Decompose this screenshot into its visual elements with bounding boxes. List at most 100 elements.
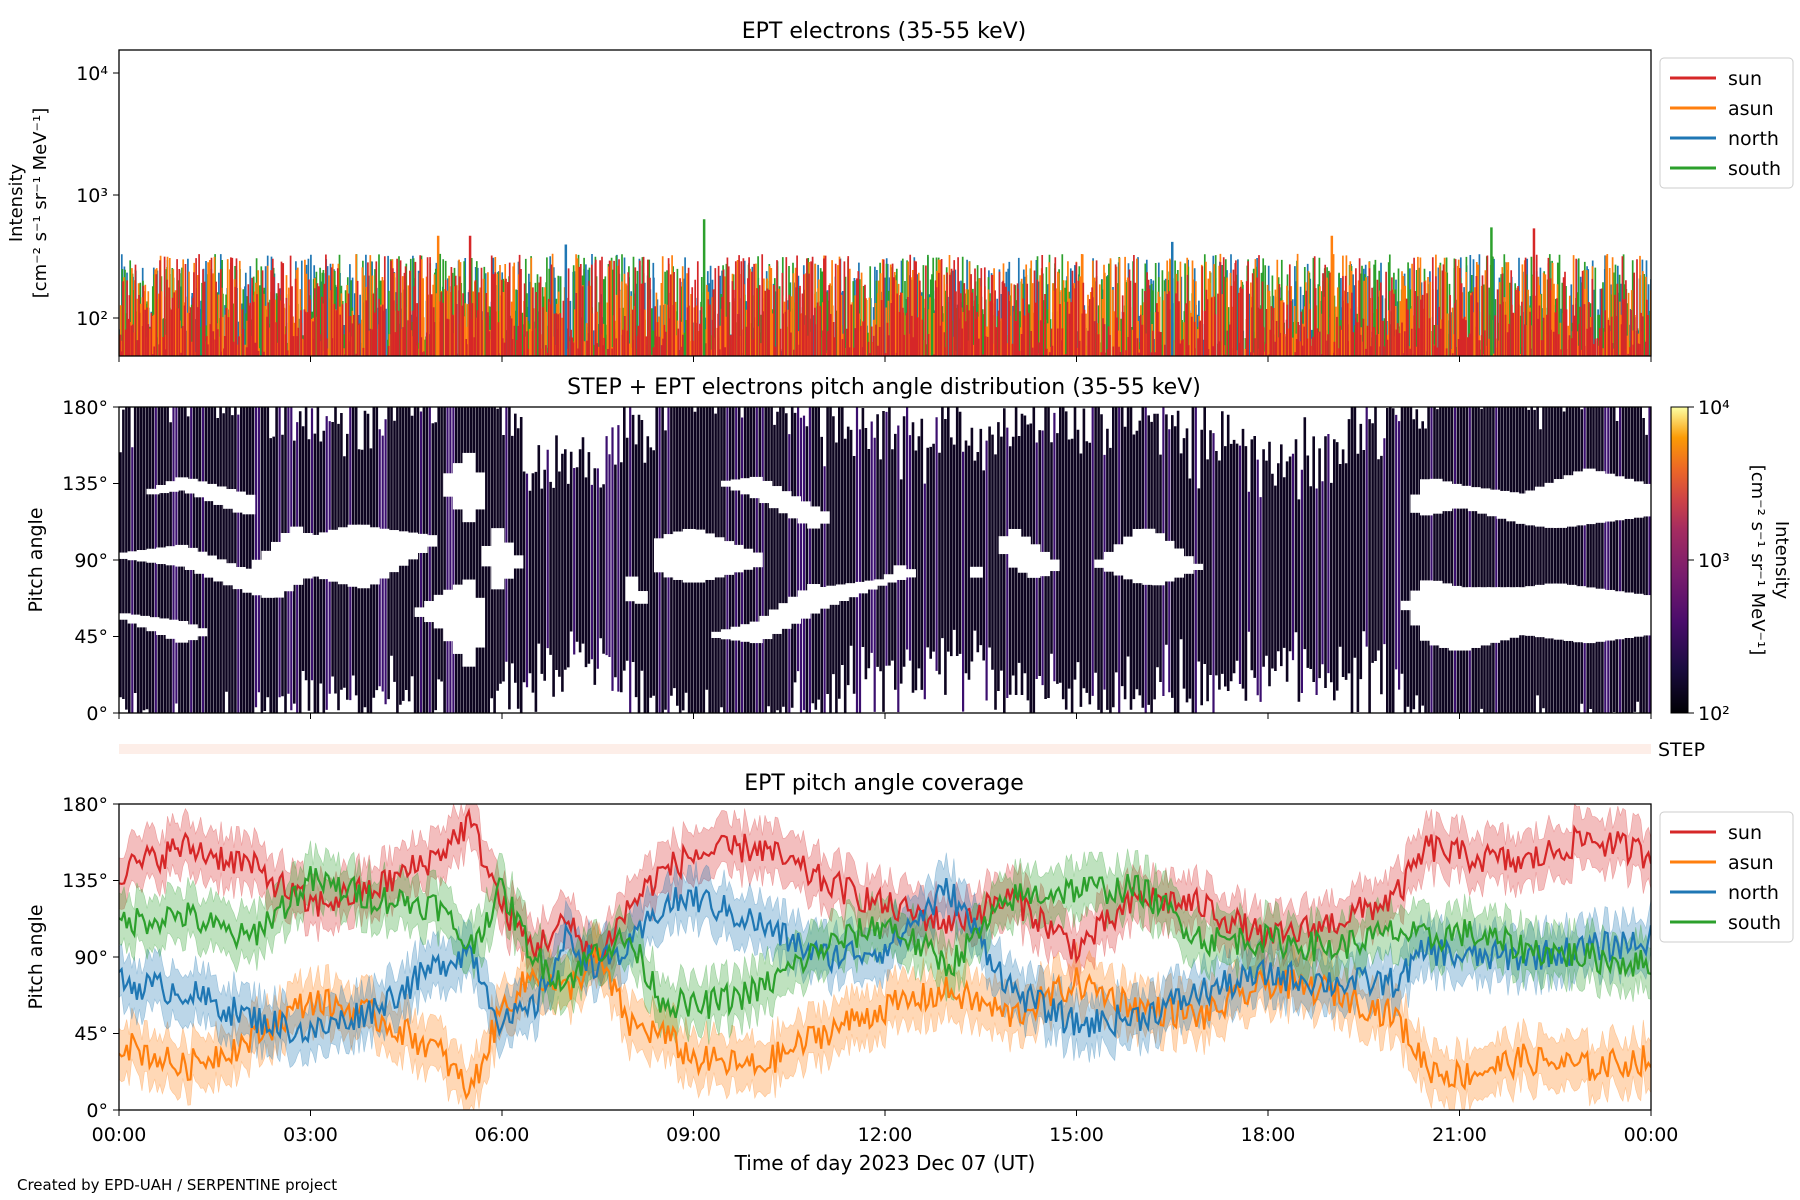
heatmap-gap [721,629,735,640]
panel-intensity: EPT electrons (35-55 keV) 10⁴ 10³ 10² In… [6,19,1794,362]
panel2-ytick-90: 90° [74,550,108,572]
x-tick-label: 12:00 [858,1124,913,1146]
heatmap-gap [119,552,131,559]
heatmap-gap [883,574,897,583]
panel3-xticks: 00:00 03:00 06:00 09:00 12:00 15:00 18:00 21:00… [92,1110,1679,1146]
x-tick-label: 06:00 [475,1124,530,1146]
panel1-xticks [118,356,1652,362]
heatmap-gap [1400,600,1414,611]
heatmap-gap [472,597,486,648]
panel2-title: STEP + EPT electrons pitch angle distrib… [567,375,1201,400]
heatmap-gap [1094,559,1108,568]
legend1-south: south [1728,158,1781,180]
heatmap-gap [156,484,170,494]
heatmap-gap [864,580,878,590]
heatmap-gaps [119,452,1651,667]
panel3-legend: sun asun north south [1659,811,1794,943]
heatmap-gap [855,581,869,594]
panel3-plot [119,804,1651,1110]
panel3-ytick-90: 90° [74,947,108,969]
legend3-asun: asun [1728,852,1774,874]
colorbar: 10⁴ 10³ 10² Intensity [cm⁻² s⁻¹ sr⁻¹ MeV… [1670,397,1792,725]
panel3-ytick-0: 0° [86,1100,108,1122]
heatmap-gap [711,631,725,638]
panel3-xlabel: Time of day 2023 Dec 07 (UT) [734,1151,1036,1175]
heatmap-gap [874,579,888,586]
heatmap-gap [136,550,150,562]
panel1-title: EPT electrons (35-55 keV) [742,19,1027,44]
intensity-peaks [436,219,1536,356]
panel-pitch-distribution: STEP + EPT electrons pitch angle distrib… [25,375,1792,761]
panel1-ylabel: Intensity [6,163,27,242]
colorbar-gradient [1670,406,1689,714]
panel2-ytick-135: 135° [62,473,108,495]
coverage-band-south [119,840,1651,1045]
coverage-line-south [119,866,1651,1019]
legend3-north: north [1728,882,1779,904]
legend1-asun: asun [1728,98,1774,120]
heatmap-gap [969,566,983,578]
panel1-yaxis: 10⁴ 10³ 10² Intensity [cm⁻² s⁻¹ sr⁻¹ MeV… [6,63,119,330]
heatmap-gap [424,535,438,547]
x-tick-label: 15:00 [1049,1124,1104,1146]
heatmap-gap [500,542,514,579]
panel2-ytick-180: 180° [62,397,108,419]
x-tick-label: 03:00 [283,1124,338,1146]
heatmap-gap [136,615,150,628]
heatmap-gap [634,591,648,604]
legend3-south: south [1728,912,1781,934]
heatmap-gap [242,494,256,515]
coverage-line-sun [119,807,1651,965]
heatmap-gap [816,511,830,524]
colorbar-tick-1e2: 10² [1698,703,1730,725]
panel1-ytick-1e2: 10² [76,308,108,330]
legend3-sun: sun [1728,822,1762,844]
panel1-ytick-1e4: 10⁴ [76,63,108,85]
coverage-band-north [119,852,1651,1069]
legend1-north: north [1728,128,1779,150]
intensity-series-sun [119,254,1651,356]
heatmap-gap [165,481,179,492]
panel3-yaxis: 0° 45° 90° 135° 180° Pitch angle [25,794,119,1122]
x-tick-label: 18:00 [1241,1124,1296,1146]
intensity-bars [119,253,1651,356]
colorbar-tick-1e4: 10⁴ [1698,397,1730,419]
panel3-ytick-180: 180° [62,794,108,816]
coverage-band-sun [119,804,1651,988]
x-tick-label: 21:00 [1432,1124,1487,1146]
pitch-heatmap-stripes [119,407,1651,713]
step-band [119,744,1651,754]
x-tick-label: 00:00 [92,1124,147,1146]
footer-credit: Created by EPD-UAH / SERPENTINE project [17,1176,338,1194]
panel2-plot [119,407,1651,713]
coverage-line-north [119,878,1651,1044]
coverage-lines [119,807,1651,1101]
heatmap-gap [194,628,208,637]
panel1-yunit: [cm⁻² s⁻¹ sr⁻¹ MeV⁻¹] [30,108,51,299]
heatmap-gap [902,569,916,578]
panel2-yaxis: 0° 45° 90° 135° 180° Pitch angle [25,397,119,725]
heatmap-gap [472,472,486,510]
heatmap-gap [414,607,428,617]
x-tick-label: 09:00 [666,1124,721,1146]
panel3-ytick-45: 45° [74,1023,108,1045]
legend1-sun: sun [1728,68,1762,90]
colorbar-tick-1e3: 10³ [1698,550,1730,572]
panel3-title: EPT pitch angle coverage [744,771,1024,796]
heatmap-gap [1190,563,1204,570]
panel3-ylabel: Pitch angle [25,904,47,1009]
heatmap-gap [1046,559,1060,572]
panel1-legend: sun asun north south [1659,57,1794,189]
panel1-plot [119,219,1651,356]
heatmap-gap [119,613,131,620]
heatmap-gap [127,614,141,624]
heatmap-gap [146,488,160,495]
panel-pitch-coverage: EPT pitch angle coverage 0° 45° 90° 135°… [25,771,1794,1175]
x-tick-label: 00:00 [1624,1124,1679,1146]
panel2-ytick-0: 0° [86,703,108,725]
panel2-xticks [118,713,1652,719]
coverage-line-asun [119,947,1651,1101]
colorbar-unit: [cm⁻² s⁻¹ sr⁻¹ MeV⁻¹] [1747,465,1768,656]
heatmap-gap [1640,595,1651,636]
